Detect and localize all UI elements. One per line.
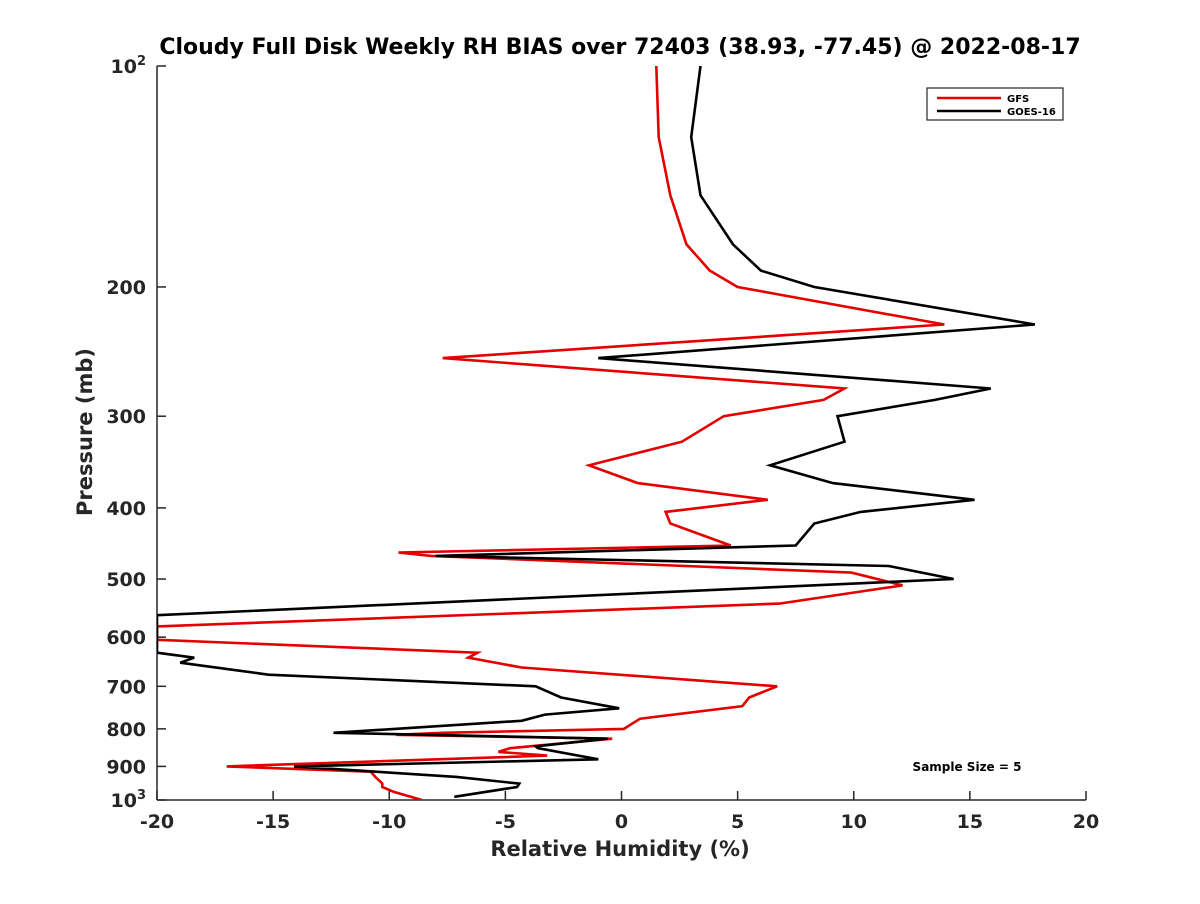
y-tick-label: 900 [106,756,146,778]
x-tick-label: 5 [731,811,744,833]
x-axis-label: Relative Humidity (%) [490,837,749,861]
x-tick-label: -15 [256,811,290,833]
x-tick-label: -10 [372,811,406,833]
legend-box [926,87,1064,121]
series-group [157,66,1036,800]
y-tick-label: 700 [106,676,146,698]
plot-area: -20 -15 -10 -5 0 5 10 15 20 102 200 300 400 500 600 700… [106,54,1099,833]
x-tick-label: -20 [140,811,174,833]
legend: GFS GOES-16 [926,87,1064,121]
y-tick-label: 102 [111,54,147,78]
legend-label: GOES-16 [1007,107,1056,118]
x-tick-label: 0 [615,811,628,833]
chart-title: Cloudy Full Disk Weekly RH BIAS over 724… [159,35,1080,60]
y-tick-label: 600 [106,627,146,649]
series-line-gfs [157,66,945,800]
legend-label: GFS [1007,94,1029,105]
y-tick-label: 500 [106,569,146,591]
x-tick-label: 20 [1073,811,1099,833]
x-tick-label: -5 [495,811,516,833]
x-tick-label: 15 [957,811,983,833]
y-tick-label: 300 [106,406,146,428]
sample-size-annotation: Sample Size = 5 [913,760,1022,774]
y-tick-label: 200 [106,277,146,299]
y-tick-label: 400 [106,498,146,520]
y-tick-label: 103 [111,788,147,812]
y-tick-label: 800 [106,719,146,741]
y-axis-label: Pressure (mb) [73,348,97,516]
x-tick-label: 10 [841,811,867,833]
series-line-goes-16 [157,66,1036,799]
